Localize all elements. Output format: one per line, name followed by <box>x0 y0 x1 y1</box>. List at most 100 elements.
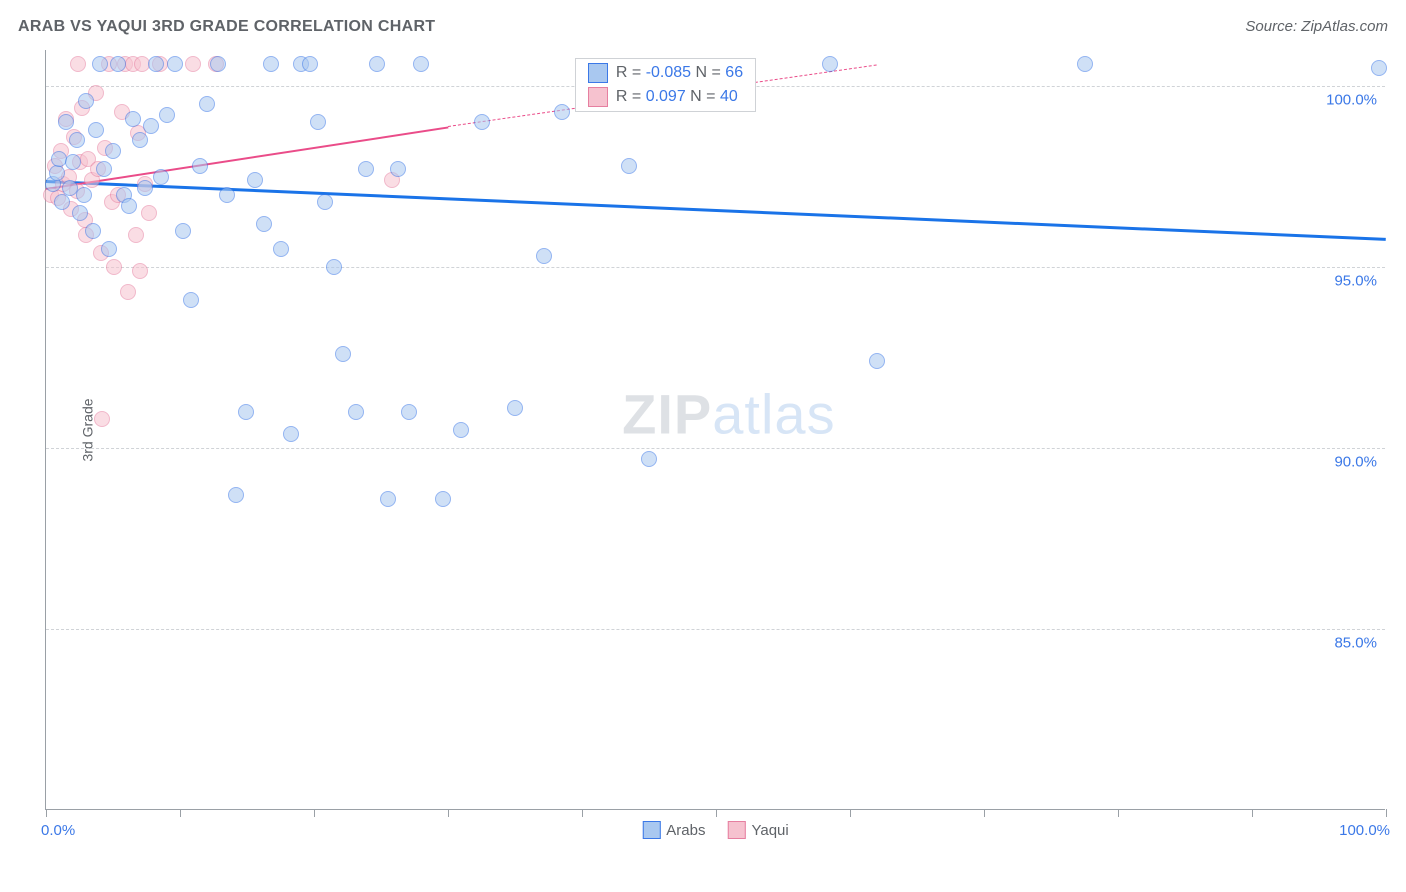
series-legend-label: Arabs <box>666 822 705 839</box>
data-point <box>85 223 101 239</box>
x-tick <box>448 809 449 817</box>
data-point <box>96 161 112 177</box>
data-point <box>141 205 157 221</box>
source-prefix: Source: <box>1245 18 1301 35</box>
legend-swatch <box>642 821 660 839</box>
data-point <box>106 259 122 275</box>
data-point <box>1077 56 1093 72</box>
data-point <box>283 426 299 442</box>
data-point <box>1371 60 1387 76</box>
data-point <box>199 96 215 112</box>
source-name: ZipAtlas.com <box>1301 18 1388 35</box>
data-point <box>401 404 417 420</box>
data-point <box>413 56 429 72</box>
x-tick <box>716 809 717 817</box>
data-point <box>101 241 117 257</box>
data-point <box>120 284 136 300</box>
series-legend-item: Yaqui <box>727 821 788 839</box>
x-axis-max-label: 100.0% <box>1339 822 1390 839</box>
data-point <box>88 122 104 138</box>
trend-line <box>46 180 1386 240</box>
data-point <box>554 104 570 120</box>
data-point <box>358 161 374 177</box>
data-point <box>49 165 65 181</box>
y-tick-label: 100.0% <box>1326 92 1377 109</box>
data-point <box>167 56 183 72</box>
data-point <box>302 56 318 72</box>
data-point <box>92 56 108 72</box>
data-point <box>148 56 164 72</box>
data-point <box>369 56 385 72</box>
x-tick <box>1386 809 1387 817</box>
data-point <box>335 346 351 362</box>
data-point <box>143 118 159 134</box>
data-point <box>317 194 333 210</box>
data-point <box>435 491 451 507</box>
data-point <box>121 198 137 214</box>
chart-source: Source: ZipAtlas.com <box>1245 18 1388 35</box>
x-tick <box>850 809 851 817</box>
data-point <box>110 56 126 72</box>
chart-title: ARAB VS YAQUI 3RD GRADE CORRELATION CHAR… <box>18 18 435 36</box>
data-point <box>72 205 88 221</box>
data-point <box>159 107 175 123</box>
y-tick-label: 95.0% <box>1334 273 1377 290</box>
correlation-legend: R = -0.085 N = 66 R = 0.097 N = 40 <box>575 58 756 112</box>
data-point <box>125 111 141 127</box>
y-tick-label: 90.0% <box>1334 454 1377 471</box>
legend-swatch <box>588 63 608 83</box>
data-point <box>273 241 289 257</box>
data-point <box>137 180 153 196</box>
series-legend: Arabs Yaqui <box>642 821 788 839</box>
data-point <box>65 154 81 170</box>
legend-text: R = -0.085 N = 66 <box>616 64 743 82</box>
data-point <box>641 451 657 467</box>
data-point <box>536 248 552 264</box>
data-point <box>185 56 201 72</box>
data-point <box>153 169 169 185</box>
data-point <box>326 259 342 275</box>
series-legend-label: Yaqui <box>751 822 788 839</box>
x-tick <box>984 809 985 817</box>
data-point <box>94 411 110 427</box>
legend-text: R = 0.097 N = 40 <box>616 88 738 106</box>
data-point <box>453 422 469 438</box>
data-point <box>69 132 85 148</box>
data-point <box>507 400 523 416</box>
data-point <box>70 56 86 72</box>
x-tick <box>314 809 315 817</box>
data-point <box>310 114 326 130</box>
data-point <box>219 187 235 203</box>
data-point <box>474 114 490 130</box>
data-point <box>822 56 838 72</box>
data-point <box>58 114 74 130</box>
gridline <box>46 267 1385 268</box>
data-point <box>380 491 396 507</box>
data-point <box>132 263 148 279</box>
scatter-chart: 3rd Grade 0.0% 100.0% 85.0%90.0%95.0%100… <box>45 50 1385 810</box>
data-point <box>228 487 244 503</box>
data-point <box>175 223 191 239</box>
x-tick <box>46 809 47 817</box>
data-point <box>247 172 263 188</box>
data-point <box>78 93 94 109</box>
data-point <box>238 404 254 420</box>
data-point <box>132 132 148 148</box>
data-point <box>210 56 226 72</box>
data-point <box>621 158 637 174</box>
x-tick <box>1118 809 1119 817</box>
x-tick <box>582 809 583 817</box>
x-axis-min-label: 0.0% <box>41 822 75 839</box>
y-tick-label: 85.0% <box>1334 635 1377 652</box>
series-legend-item: Arabs <box>642 821 705 839</box>
x-tick <box>180 809 181 817</box>
chart-header: ARAB VS YAQUI 3RD GRADE CORRELATION CHAR… <box>18 18 1388 36</box>
data-point <box>76 187 92 203</box>
gridline <box>46 629 1385 630</box>
data-point <box>263 56 279 72</box>
legend-swatch <box>727 821 745 839</box>
data-point <box>192 158 208 174</box>
legend-row: R = 0.097 N = 40 <box>588 87 743 107</box>
data-point <box>128 227 144 243</box>
data-point <box>54 194 70 210</box>
